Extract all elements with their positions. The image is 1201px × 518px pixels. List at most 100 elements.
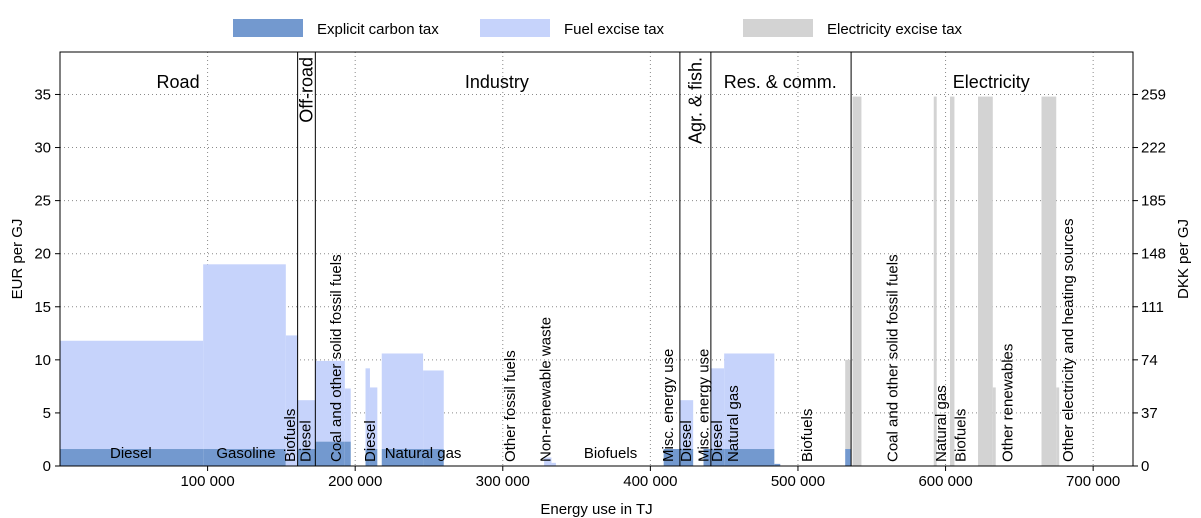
sector-label: Res. & comm. [724, 72, 837, 92]
y-tick-label: 20 [34, 246, 51, 263]
electricity-excise-bar [852, 96, 862, 466]
fuel-label: Gasoline [216, 445, 275, 462]
fuel-excise-bar [724, 353, 775, 450]
sector-label: Electricity [953, 72, 1030, 92]
x-tick-label: 400 000 [623, 473, 677, 490]
x-tick-label: 700 000 [1066, 473, 1120, 490]
fuel-excise-bar [365, 368, 370, 450]
legend-swatch [233, 19, 303, 37]
fuel-label: Diesel [678, 420, 695, 462]
y2-tick-label: 74 [1141, 352, 1158, 369]
carbon-tax-bar [710, 449, 725, 466]
x-axis: 100 000 200 000 300 000 400 000 500 000 600 0… [180, 466, 1120, 490]
y-tick-label: 35 [34, 86, 51, 103]
x-axis-title: Energy use in TJ [540, 501, 652, 518]
y-axis-title: EUR per GJ [9, 219, 26, 300]
fuel-excise-bar [285, 335, 298, 466]
legend-swatch [480, 19, 550, 37]
y2-tick-label: 37 [1141, 405, 1158, 422]
carbon-tax-bar [369, 449, 378, 466]
bar-series [60, 96, 1060, 466]
y2-tick-label: 0 [1141, 458, 1149, 475]
fuel-label: Natural gas [385, 445, 462, 462]
legend-label: Electricity excise tax [827, 21, 963, 38]
fuel-excise-bar [344, 388, 351, 442]
x-tick-label: 100 000 [180, 473, 234, 490]
sector-label: Agr. & fish. [685, 57, 705, 144]
fuel-excise-bar [423, 370, 444, 450]
electricity-excise-bar [1056, 387, 1060, 466]
y-tick-label: 0 [43, 458, 51, 475]
sector-label: Off-road [296, 57, 316, 123]
legend-swatch [743, 19, 813, 37]
carbon-tax-bar [774, 463, 781, 466]
sector-label: Road [157, 72, 200, 92]
fuel-excise-bar [679, 400, 694, 450]
fuel-label: Coal and other solid fossil fuels [328, 254, 345, 462]
electricity-excise-bar [978, 96, 993, 466]
legend-label: Explicit carbon tax [317, 21, 439, 38]
fuel-excise-bar [369, 387, 378, 450]
plot-frame [59, 51, 1134, 467]
carbon-tax-bar [663, 449, 680, 466]
electricity-excise-bar [949, 96, 955, 466]
fuel-excise-bar [297, 400, 316, 450]
fuel-label: Natural gas [933, 385, 950, 462]
legend: Explicit carbon tax Fuel excise tax Electr… [233, 19, 963, 38]
fuel-excise-bar [203, 264, 286, 450]
y2-tick-label: 185 [1141, 193, 1166, 210]
y-tick-label: 30 [34, 140, 51, 157]
y2-axis-title: DKK per GJ [1175, 219, 1192, 299]
x-tick-label: 200 000 [328, 473, 382, 490]
y2-tick-label: 111 [1141, 299, 1164, 316]
electricity-excise-bar [933, 96, 937, 466]
carbon-tax-bar [297, 449, 316, 466]
fuel-label: Other electricity and heating sources [1060, 219, 1077, 462]
y2-tick-label: 259 [1141, 86, 1166, 103]
fuel-excise-bar [315, 360, 345, 442]
electricity-excise-bar [845, 359, 852, 450]
fuel-excise-bar [381, 353, 424, 450]
y2-tick-label: 222 [1141, 140, 1166, 157]
fuel-label: Other fossil fuels [502, 350, 519, 462]
fuel-label: Natural gas [725, 385, 742, 462]
fuel-label: Misc. energy use [696, 349, 713, 462]
fuel-excise-bar [551, 462, 556, 466]
grid-lines [60, 52, 1133, 466]
carbon-tax-bar [203, 449, 286, 466]
sector-label: Industry [465, 72, 529, 92]
fuel-label: Biofuels [282, 409, 299, 462]
fuel-excise-bar [544, 457, 552, 466]
carbon-tax-bar [845, 449, 852, 466]
carbon-tax-bar [315, 441, 345, 466]
fuel-label: Diesel [362, 420, 379, 462]
x-tick-label: 300 000 [476, 473, 530, 490]
y-tick-label: 25 [34, 193, 51, 210]
fuel-label: Biofuels [799, 409, 816, 462]
left-y-axis: 0 5 10 15 20 25 30 35 [34, 86, 60, 475]
electricity-excise-bar [992, 387, 996, 466]
fuel-label: Coal and other solid fossil fuels [884, 254, 901, 462]
sector-boundaries [297, 52, 852, 466]
carbon-tax-bar [679, 449, 694, 466]
carbon-tax-bar [724, 449, 775, 466]
fuel-label: Misc. energy use [660, 349, 677, 462]
fuel-label: Other renewables [1000, 344, 1017, 462]
fuel-label: Non-renewable waste [538, 317, 555, 462]
carbon-tax-bar [365, 449, 370, 466]
fuel-label: Biofuels [952, 409, 969, 462]
carbon-tax-bar [381, 449, 424, 466]
legend-label: Fuel excise tax [564, 21, 665, 38]
fuel-label: Biofuels [584, 445, 637, 462]
carbon-tax-bar [60, 449, 204, 466]
y-tick-label: 5 [43, 405, 51, 422]
y-tick-label: 10 [34, 352, 51, 369]
fuel-label: Diesel [298, 420, 315, 462]
fuel-excise-bar [60, 340, 204, 450]
fuel-excise-bar [710, 368, 725, 450]
electricity-excise-bar [1041, 96, 1057, 466]
carbon-tax-bar [423, 449, 444, 466]
right-y-axis: 0 37 74 111 148 185 222 259 [1133, 86, 1166, 475]
